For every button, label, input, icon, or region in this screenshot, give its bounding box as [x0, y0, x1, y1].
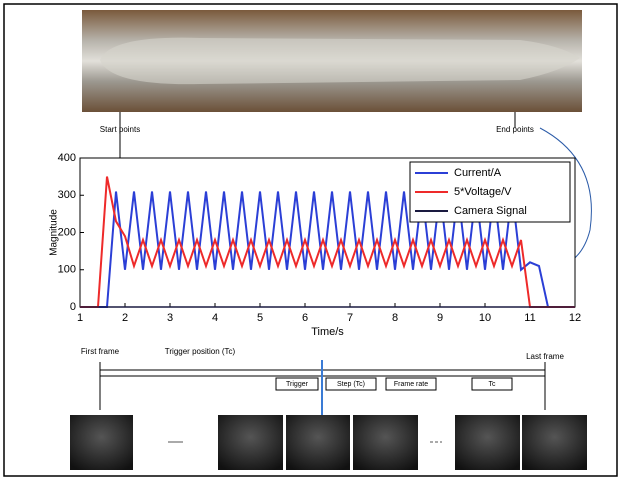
box-label: Tc	[489, 381, 497, 388]
figure: Start points End points 1234567891011120…	[0, 0, 622, 481]
y-tick-label: 400	[58, 152, 76, 164]
x-tick-label: 8	[392, 312, 398, 324]
trigger-position-label: Trigger position (Tc)	[165, 347, 236, 356]
y-axis-label: Magnitude	[49, 209, 60, 256]
x-tick-label: 6	[302, 312, 308, 324]
legend-label: Current/A	[454, 167, 502, 179]
x-axis-label: Time/s	[311, 326, 344, 338]
legend-label: 5*Voltage/V	[454, 186, 512, 198]
frame	[286, 415, 350, 470]
frame	[218, 415, 283, 470]
y-tick-label: 300	[58, 189, 76, 201]
frame	[70, 415, 133, 470]
x-tick-label: 4	[212, 312, 218, 324]
x-tick-label: 11	[524, 312, 535, 324]
frame	[353, 415, 418, 470]
box-label: Frame rate	[394, 381, 428, 388]
y-tick-label: 0	[70, 301, 76, 313]
y-tick-label: 200	[58, 226, 76, 238]
x-tick-label: 3	[167, 312, 173, 324]
x-tick-label: 2	[122, 312, 128, 324]
end-label: End points	[496, 125, 534, 134]
frames	[70, 415, 587, 470]
x-tick-label: 10	[479, 312, 491, 324]
legend-label: Camera Signal	[454, 205, 527, 217]
y-tick-label: 100	[58, 264, 76, 276]
frame	[455, 415, 520, 470]
x-tick-label: 7	[347, 312, 353, 324]
x-tick-label: 12	[569, 312, 581, 324]
last-frame-label: Last frame	[526, 352, 564, 361]
box-label: Step (Tc)	[337, 381, 365, 388]
x-tick-label: 1	[77, 312, 83, 324]
first-frame-label: First frame	[81, 347, 120, 356]
x-tick-label: 9	[437, 312, 443, 324]
frame	[522, 415, 587, 470]
weld-bead	[100, 38, 580, 84]
x-tick-label: 5	[257, 312, 263, 324]
start-label: Start points	[100, 125, 140, 134]
box-label: Trigger	[286, 381, 309, 388]
